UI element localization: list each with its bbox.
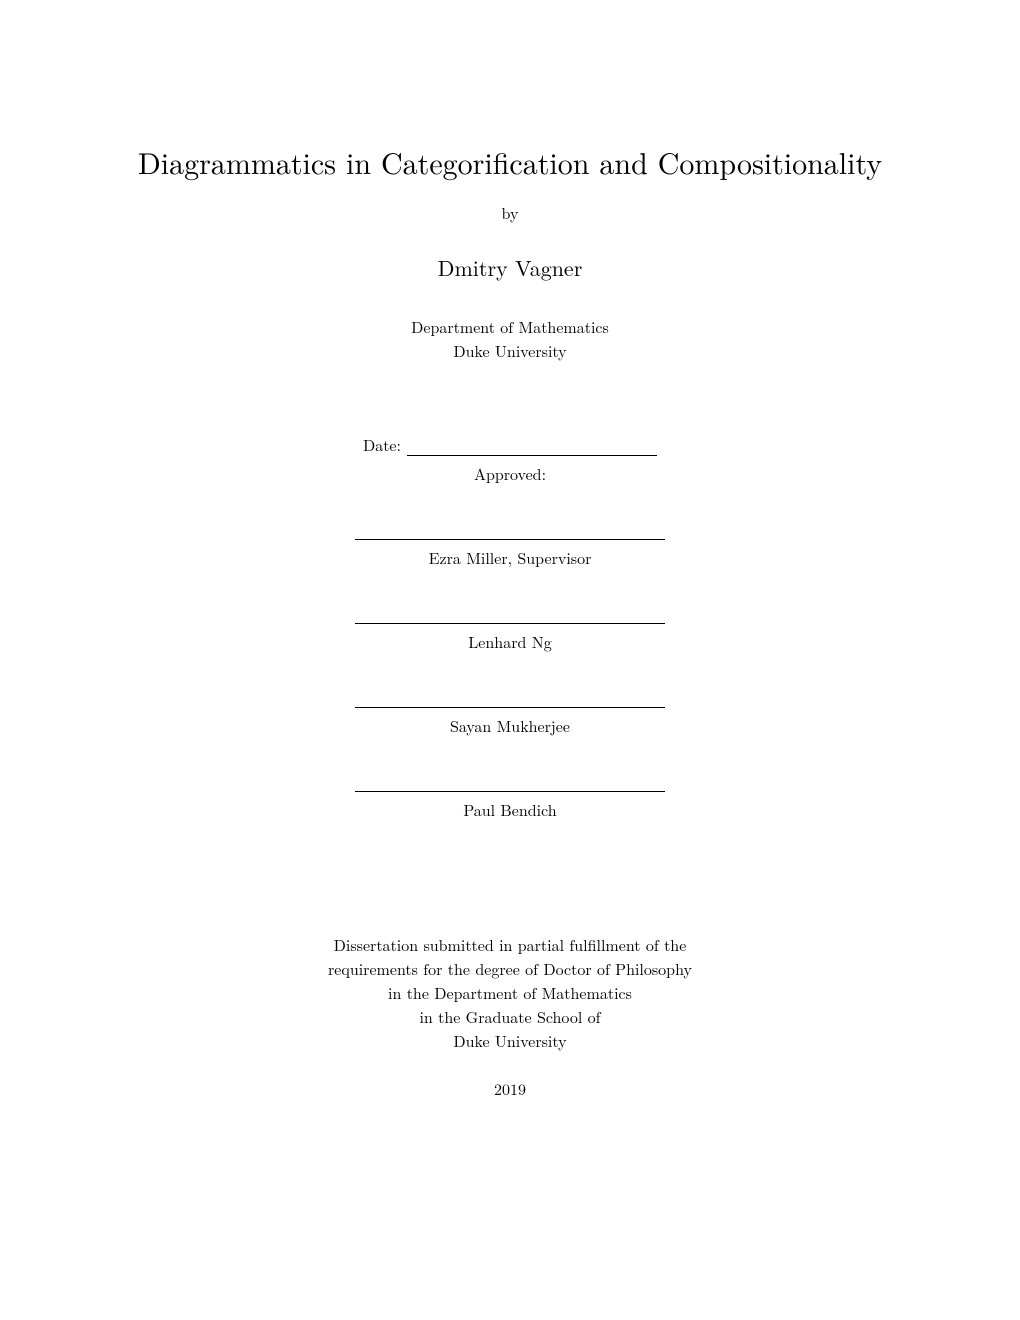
date-label: Date: [363,433,401,456]
signature-block-supervisor: Ezra Miller, Supervisor [355,539,665,569]
signature-line [355,791,665,792]
committee-member-name: Lenhard Ng [468,630,551,653]
committee-member-name: Sayan Mukherjee [450,714,570,737]
signature-line [355,707,665,708]
committee-member-name: Ezra Miller, Supervisor [429,546,592,569]
signature-line [355,623,665,624]
statement-line: requirements for the degree of Doctor of… [328,957,692,981]
author-name: Dmitry Vagner [438,252,583,283]
title-page: Diagrammatics in Categorification and Co… [0,0,1020,1320]
university-name: Duke University [411,339,609,363]
department-block: Department of Mathematics Duke Universit… [411,315,609,363]
committee-member-name: Paul Bendich [463,798,556,821]
dissertation-title: Diagrammatics in Categorification and Co… [138,140,882,183]
statement-line: in the Department of Mathematics [328,981,692,1005]
signature-block-member: Lenhard Ng [355,623,665,653]
statement-line: Dissertation submitted in partial fulfil… [328,933,692,957]
department-name: Department of Mathematics [411,315,609,339]
signature-line [355,539,665,540]
signature-block-member: Sayan Mukherjee [355,707,665,737]
statement-line: Duke University [328,1029,692,1053]
year: 2019 [494,1077,526,1100]
by-label: by [502,201,519,224]
approved-label: Approved: [474,462,546,485]
signature-block-member: Paul Bendich [355,791,665,821]
date-row: Date: [363,433,657,456]
date-signature-line [407,455,657,456]
statement-line: in the Graduate School of [328,1005,692,1029]
submission-statement: Dissertation submitted in partial fulfil… [328,933,692,1053]
